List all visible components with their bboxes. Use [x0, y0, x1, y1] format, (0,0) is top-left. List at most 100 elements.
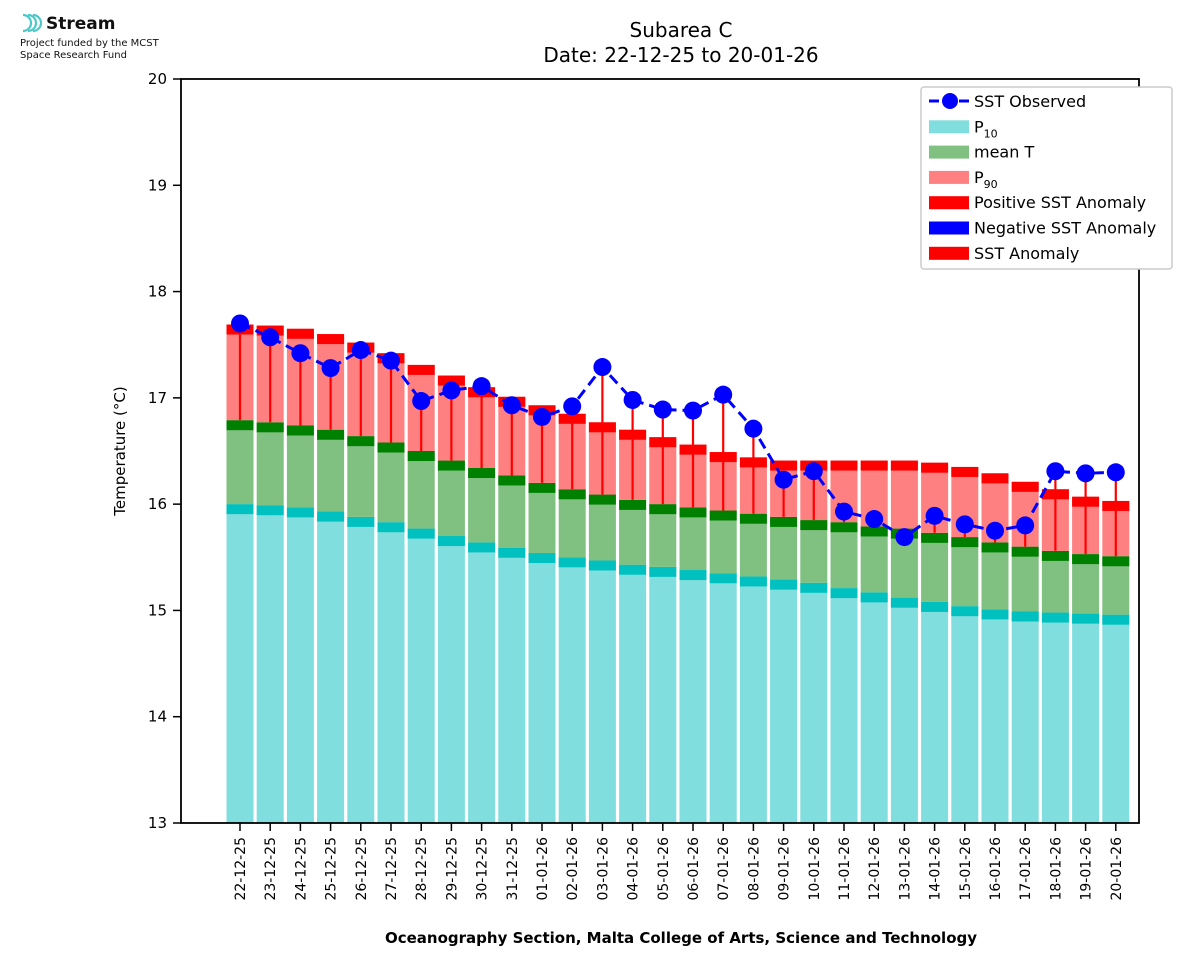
sst-observed-point — [1046, 462, 1065, 481]
p10-cap — [286, 507, 314, 518]
mean-cap — [709, 510, 737, 521]
sst-observed-point — [804, 462, 823, 481]
x-tick-label: 07-01-26 — [716, 837, 732, 901]
sst-observed-point — [472, 377, 491, 396]
sst-observed-point — [563, 397, 582, 416]
mean-cap — [1072, 554, 1100, 565]
legend-swatch — [929, 170, 969, 184]
sst-observed-point — [986, 521, 1004, 540]
p10-cap — [800, 582, 828, 593]
p10-cap — [709, 573, 737, 584]
mean-bar — [739, 513, 767, 577]
x-tick-label: 10-01-26 — [807, 837, 823, 901]
x-tick-label: 12-01-26 — [867, 837, 883, 901]
sst-observed-point — [593, 358, 612, 377]
legend-label-text: mean T — [974, 143, 1034, 162]
p10-cap — [256, 505, 284, 516]
mean-bar — [619, 499, 647, 565]
mean-bar — [588, 494, 616, 561]
mean-cap — [226, 420, 254, 431]
p10-cap — [1011, 611, 1039, 622]
mean-cap — [468, 468, 496, 479]
mean-bar — [407, 451, 435, 529]
p10-cap — [588, 560, 616, 571]
p10-bar — [377, 522, 405, 823]
x-tick-label: 20-01-26 — [1109, 837, 1125, 901]
mean-bar — [951, 537, 979, 607]
mean-cap — [921, 532, 949, 543]
p10-bar — [347, 516, 375, 823]
mean-bar — [498, 475, 526, 548]
sst-observed-point — [714, 385, 733, 404]
p10-bar — [649, 566, 677, 823]
x-tick-label: 01-01-26 — [535, 837, 551, 901]
mean-cap — [286, 425, 314, 436]
mean-bar — [256, 422, 284, 506]
y-tick-label: 17 — [148, 389, 167, 407]
sst-observed-point — [955, 515, 974, 534]
sst-observed-point — [502, 396, 521, 415]
p10-bar — [770, 579, 798, 823]
mean-cap — [649, 504, 677, 515]
sst-observed-point — [774, 470, 793, 489]
legend-label-text: P — [974, 117, 984, 136]
sst-observed-point — [744, 419, 763, 438]
sst-observed-point — [895, 528, 914, 547]
mean-cap — [800, 520, 828, 531]
p10-bar — [1102, 614, 1130, 823]
x-tick-label: 28-12-25 — [414, 837, 430, 901]
y-tick-label: 16 — [148, 495, 167, 513]
chart-title: Subarea C — [630, 18, 733, 42]
p10-cap — [528, 553, 556, 564]
p10-cap — [1072, 613, 1100, 624]
x-axis: 22-12-25 23-12-25 24-12-25 25-12-25 26-12-25… — [233, 823, 1125, 901]
legend-label-text: SST Observed — [974, 92, 1086, 111]
mean-cap — [770, 516, 798, 527]
x-tick-label: 15-01-26 — [958, 837, 974, 901]
x-tick-label: 14-01-26 — [928, 837, 944, 901]
mean-bar — [770, 516, 798, 580]
p10-cap — [649, 566, 677, 577]
mean-cap — [739, 513, 767, 524]
legend-label: SST Observed — [974, 92, 1086, 111]
legend-box — [920, 86, 1173, 270]
legend-swatch — [929, 221, 969, 235]
p10-cap — [830, 588, 858, 599]
p90-cap — [981, 473, 1009, 484]
y-tick-label: 14 — [148, 708, 167, 726]
legend-label: P90 — [974, 168, 998, 191]
p90-cap — [921, 462, 949, 473]
p10-bar — [860, 592, 888, 823]
legend-swatch — [929, 246, 969, 260]
mean-cap — [256, 422, 284, 433]
p10-bar — [528, 553, 556, 823]
p10-bar — [921, 601, 949, 823]
mean-cap — [679, 507, 707, 518]
legend-label: P10 — [974, 117, 998, 140]
sst-observed-point — [382, 351, 400, 370]
legend-label-subscript: 90 — [984, 178, 998, 191]
p10-bar — [739, 576, 767, 823]
mean-bar — [860, 526, 888, 593]
p10-bar — [679, 570, 707, 823]
legend-observed-point-swatch — [942, 93, 958, 109]
p10-bar — [558, 557, 586, 823]
mean-bar — [317, 429, 345, 512]
mean-cap — [981, 542, 1009, 553]
p10-bar — [619, 564, 647, 823]
y-tick-label: 18 — [148, 283, 167, 301]
x-tick-label: 06-01-26 — [686, 837, 702, 901]
sst-observed-point — [442, 381, 461, 400]
legend-label: Positive SST Anomaly — [974, 193, 1146, 212]
p10-cap — [921, 601, 949, 612]
p10-bar — [709, 573, 737, 823]
mean-bar — [528, 482, 556, 554]
mean-cap — [1102, 556, 1130, 567]
p90-cap — [860, 460, 888, 471]
legend-swatch — [929, 120, 969, 134]
sst-observed-point — [1106, 463, 1125, 482]
p10-cap — [860, 592, 888, 603]
mean-bar — [468, 468, 496, 543]
mean-cap — [1011, 546, 1039, 557]
y-axis-label: Temperature (°C) — [111, 386, 129, 516]
